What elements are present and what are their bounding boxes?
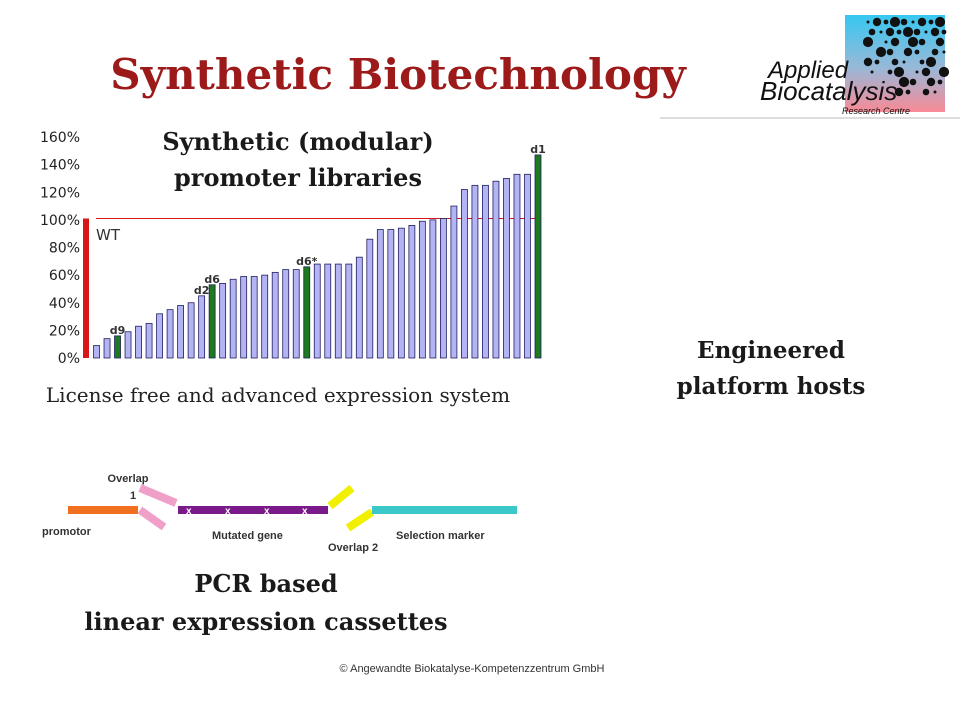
bar (282, 269, 290, 359)
overlap-segment (137, 506, 167, 531)
bar (429, 219, 437, 359)
y-tick-label: 160% (40, 130, 80, 146)
chart-title: Synthetic (modular) (162, 127, 433, 156)
bar (355, 256, 363, 359)
y-tick-label: 0% (58, 351, 80, 367)
hosts-text: Engineered (697, 337, 845, 364)
marker-block (372, 506, 517, 514)
gene-block (178, 506, 328, 514)
cassette-title: linear expression cassettes (84, 607, 447, 636)
diagram-label: Overlap (108, 473, 149, 485)
bar (418, 220, 426, 359)
svg-text:x: x (264, 506, 270, 517)
slide-title: Synthetic Biotechnology (110, 50, 687, 99)
bar (345, 263, 353, 359)
cassette-title: PCR based (194, 569, 338, 598)
y-tick-label: 140% (40, 158, 80, 174)
bar (387, 229, 395, 359)
bar (334, 263, 342, 359)
chart-caption: License free and advanced expression sys… (46, 383, 510, 407)
bar (145, 323, 153, 359)
y-tick-label: 60% (49, 268, 80, 284)
bar (492, 180, 500, 359)
bar (156, 313, 163, 359)
bar-label: d9 (110, 324, 126, 337)
diagram-label: Selection marker (396, 530, 485, 542)
bar (93, 345, 100, 359)
overlap-segment (138, 484, 178, 507)
bar (471, 184, 479, 359)
chart-title: promoter libraries (174, 163, 422, 192)
bar (166, 309, 174, 359)
bar (83, 218, 89, 358)
bar-label: d6 (204, 273, 220, 286)
y-tick-label: 80% (49, 241, 80, 257)
bar (482, 184, 489, 359)
bar (313, 263, 321, 359)
bar (439, 218, 447, 359)
logo-text: Applied (766, 57, 849, 84)
bar (292, 269, 300, 359)
bar (450, 205, 458, 359)
diagram-label: promotor (42, 526, 92, 538)
bar (124, 331, 132, 359)
bar-label: WT (96, 226, 121, 244)
bar (261, 274, 269, 359)
bar (250, 276, 258, 359)
logo-dots (862, 16, 950, 97)
y-tick-label: 120% (40, 185, 80, 201)
bar (524, 173, 531, 359)
bar-label: d6* (296, 255, 318, 268)
svg-text:x: x (225, 506, 231, 517)
hosts-text: platform hosts (677, 373, 866, 400)
logo-text: Biocatalysis (760, 76, 897, 106)
bar (229, 278, 237, 359)
bar (219, 283, 227, 359)
y-tick-label: 100% (40, 213, 80, 229)
bar-label: d1 (530, 143, 546, 156)
bar (461, 189, 468, 359)
bar (408, 224, 416, 359)
svg-text:x: x (302, 506, 308, 517)
overlap-segment (327, 484, 355, 510)
y-tick-label: 20% (49, 323, 80, 339)
bar (114, 335, 121, 359)
diagram-label: Mutated gene (212, 530, 283, 542)
logo-text: Research Centre (842, 106, 910, 116)
diagram-label: 1 (130, 490, 136, 502)
bar (397, 227, 405, 359)
bar (198, 295, 206, 359)
bar (324, 263, 332, 359)
bar (513, 173, 521, 359)
bar (534, 154, 542, 359)
svg-text:x: x (186, 506, 192, 517)
bar (177, 305, 185, 359)
bar (240, 276, 248, 359)
bar (103, 338, 111, 359)
bar (366, 238, 374, 359)
bar (271, 271, 279, 359)
bar (376, 229, 384, 359)
diagram-label: Overlap 2 (328, 542, 378, 554)
bar (303, 266, 311, 359)
promotor-block (68, 506, 138, 514)
footer: © Angewandte Biokatalyse-Kompetenzzentru… (340, 663, 605, 675)
bar (187, 302, 195, 359)
bar (135, 325, 142, 359)
overlap-segment (345, 508, 375, 532)
y-tick-label: 40% (49, 296, 80, 312)
bar (503, 178, 510, 359)
bar (208, 284, 216, 359)
bar-label: d2 (194, 284, 210, 297)
